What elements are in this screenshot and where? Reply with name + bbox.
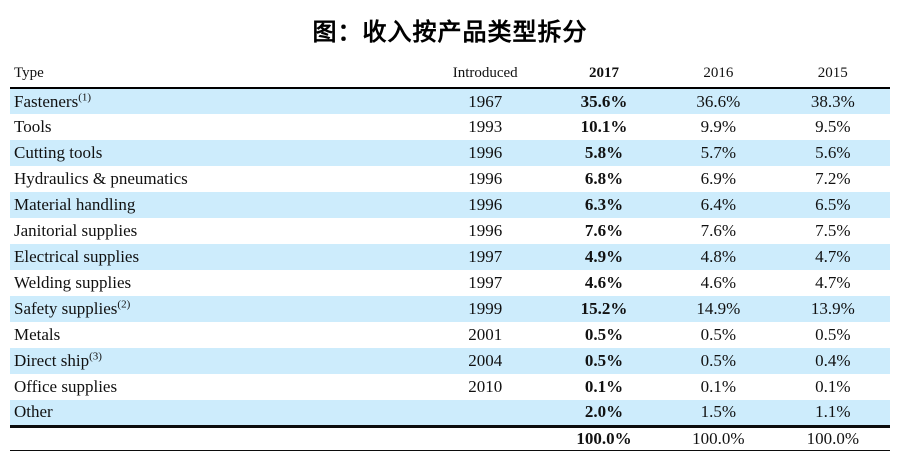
page-title: 图：收入按产品类型拆分 xyxy=(312,19,588,46)
type-cell xyxy=(10,426,424,451)
table-header: Type Introduced 2017 2016 2015 xyxy=(10,65,890,89)
total-2017-cell: 100.0% xyxy=(546,426,662,451)
type-cell: Metals xyxy=(14,325,61,344)
header-introduced: Introduced xyxy=(423,65,547,89)
introduced-cell xyxy=(423,426,547,451)
value-2016-cell: 14.9% xyxy=(661,296,776,322)
introduced-cell: 1999 xyxy=(423,296,547,322)
value-2017-cell: 0.1% xyxy=(584,377,624,396)
table-row: Office supplies 2010 0.1% 0.1% 0.1% xyxy=(10,374,890,400)
footnote-marker: (3) xyxy=(89,350,102,363)
footnote-marker: (1) xyxy=(78,90,92,103)
header-2016: 2016 xyxy=(661,65,776,89)
value-2016-cell: 0.5% xyxy=(661,348,776,374)
introduced-cell: 1967 xyxy=(423,88,547,114)
value-2016-cell: 0.5% xyxy=(700,325,737,344)
value-2017-cell: 0.5% xyxy=(546,348,662,374)
value-2017-cell: 7.6% xyxy=(584,221,624,240)
introduced-cell: 1997 xyxy=(423,244,547,270)
value-2016-cell: 5.7% xyxy=(661,140,776,166)
footnote-marker: (2) xyxy=(117,298,131,311)
value-2016-cell: 6.4% xyxy=(661,192,776,218)
total-2016-cell: 100.0% xyxy=(661,426,776,451)
table-row: Fasteners(1) 1967 35.6% 36.6% 38.3% xyxy=(10,88,890,114)
introduced-cell: 1996 xyxy=(423,192,547,218)
value-2016-cell: 4.6% xyxy=(700,273,737,292)
value-2015-cell: 7.2% xyxy=(815,169,851,188)
value-2017-cell: 0.5% xyxy=(584,325,624,344)
value-2015-cell: 9.5% xyxy=(815,117,851,136)
introduced-cell: 1993 xyxy=(468,117,503,136)
type-cell: Tools xyxy=(14,117,52,136)
type-cell: Safety supplies(2) xyxy=(10,296,424,322)
introduced-cell: 1996 xyxy=(423,140,547,166)
value-2017-cell: 15.2% xyxy=(546,296,662,322)
value-2015-cell: 1.1% xyxy=(775,400,890,428)
value-2015-cell: 7.5% xyxy=(815,221,851,240)
introduced-cell: 1996 xyxy=(468,169,503,188)
table-row: Welding supplies 1997 4.6% 4.6% 4.7% xyxy=(10,270,890,296)
table-body: Fasteners(1) 1967 35.6% 36.6% 38.3% Tool… xyxy=(10,88,890,451)
value-2015-cell: 5.6% xyxy=(775,140,890,166)
revenue-by-product-table: Type Introduced 2017 2016 2015 Fasteners… xyxy=(10,65,890,451)
value-2015-cell: 0.1% xyxy=(815,377,851,396)
header-row: Type Introduced 2017 2016 2015 xyxy=(10,65,890,89)
header-type: Type xyxy=(10,65,424,89)
value-2015-cell: 6.5% xyxy=(775,192,890,218)
value-2015-cell: 0.5% xyxy=(815,325,851,344)
total-row: 100.0% 100.0% 100.0% xyxy=(10,426,890,451)
type-cell: Hydraulics & pneumatics xyxy=(14,169,188,188)
value-2015-cell: 0.4% xyxy=(775,348,890,374)
value-2015-cell: 13.9% xyxy=(775,296,890,322)
table-row: Metals 2001 0.5% 0.5% 0.5% xyxy=(10,322,890,348)
introduced-cell: 2001 xyxy=(468,325,503,344)
value-2017-cell: 5.8% xyxy=(546,140,662,166)
type-cell: Other xyxy=(10,400,424,428)
type-cell: Material handling xyxy=(10,192,424,218)
value-2017-cell: 35.6% xyxy=(546,88,662,114)
type-cell: Cutting tools xyxy=(10,140,424,166)
table-row: Hydraulics & pneumatics 1996 6.8% 6.9% 7… xyxy=(10,166,890,192)
value-2016-cell: 6.9% xyxy=(700,169,737,188)
table-row: Other 2.0% 1.5% 1.1% xyxy=(10,400,890,428)
total-2015-cell: 100.0% xyxy=(775,426,890,451)
table-row: Safety supplies(2) 1999 15.2% 14.9% 13.9… xyxy=(10,296,890,322)
value-2016-cell: 4.8% xyxy=(661,244,776,270)
type-cell: Fasteners(1) xyxy=(10,88,424,114)
value-2015-cell: 38.3% xyxy=(775,88,890,114)
table-row: Janitorial supplies 1996 7.6% 7.6% 7.5% xyxy=(10,218,890,244)
value-2017-cell: 6.8% xyxy=(584,169,624,188)
type-cell: Direct ship(3) xyxy=(10,348,424,374)
type-cell: Office supplies xyxy=(14,377,118,396)
value-2017-cell: 2.0% xyxy=(546,400,662,428)
introduced-cell: 1997 xyxy=(468,273,503,292)
introduced-cell xyxy=(423,400,547,428)
value-2016-cell: 7.6% xyxy=(700,221,737,240)
header-2015: 2015 xyxy=(775,65,890,89)
table-row: Tools 1993 10.1% 9.9% 9.5% xyxy=(10,114,890,140)
introduced-cell: 1996 xyxy=(468,221,503,240)
value-2017-cell: 10.1% xyxy=(580,117,628,136)
table-row: Electrical supplies 1997 4.9% 4.8% 4.7% xyxy=(10,244,890,270)
value-2016-cell: 1.5% xyxy=(661,400,776,428)
introduced-cell: 2010 xyxy=(468,377,503,396)
introduced-cell: 2004 xyxy=(423,348,547,374)
header-2017: 2017 xyxy=(546,65,662,89)
type-cell: Janitorial supplies xyxy=(14,221,138,240)
value-2017-cell: 4.9% xyxy=(546,244,662,270)
value-2015-cell: 4.7% xyxy=(815,273,851,292)
value-2016-cell: 9.9% xyxy=(700,117,737,136)
type-cell: Welding supplies xyxy=(14,273,132,292)
table-row: Cutting tools 1996 5.8% 5.7% 5.6% xyxy=(10,140,890,166)
table-row: Direct ship(3) 2004 0.5% 0.5% 0.4% xyxy=(10,348,890,374)
type-cell: Electrical supplies xyxy=(10,244,424,270)
value-2016-cell: 0.1% xyxy=(700,377,737,396)
value-2017-cell: 4.6% xyxy=(584,273,624,292)
value-2017-cell: 6.3% xyxy=(546,192,662,218)
table-row: Material handling 1996 6.3% 6.4% 6.5% xyxy=(10,192,890,218)
value-2015-cell: 4.7% xyxy=(775,244,890,270)
value-2016-cell: 36.6% xyxy=(661,88,776,114)
